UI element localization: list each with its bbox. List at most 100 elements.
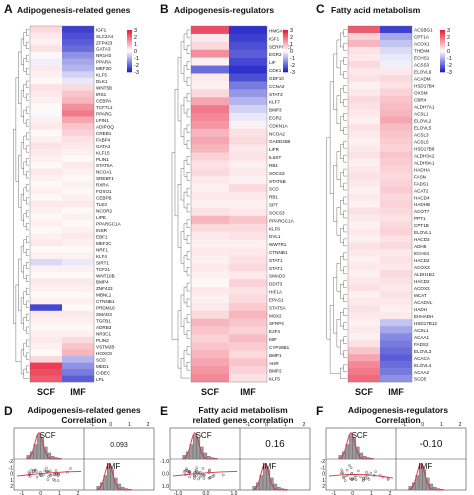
variable-label-scf: SCF xyxy=(40,431,56,440)
gene-label: CTNNB1 xyxy=(269,250,288,255)
heatmap-cell xyxy=(229,215,267,224)
gene-label: FASN xyxy=(414,174,426,179)
heatmap-cell xyxy=(62,129,94,137)
gene-label: AHR xyxy=(269,361,279,366)
legend-swatch xyxy=(283,42,288,45)
gene-label: ELOVL3 xyxy=(414,349,432,354)
scatter-point xyxy=(187,469,191,473)
heatmap-cell xyxy=(62,142,94,150)
gene-label: KLF4 xyxy=(96,254,107,259)
scatter-point xyxy=(197,477,200,481)
dendrogram-branch xyxy=(23,187,27,201)
gene-label: TGFB1 xyxy=(96,319,111,324)
scatter-point xyxy=(350,478,354,482)
heatmap-cell xyxy=(62,310,94,318)
dendrogram-branch xyxy=(183,286,187,304)
dendrogram-branch xyxy=(186,346,190,355)
heatmap-cell xyxy=(191,49,229,58)
heatmap-cell xyxy=(30,375,62,383)
scatter-point xyxy=(202,477,206,480)
legend-swatch xyxy=(127,55,132,57)
heatmap-cell xyxy=(380,88,412,97)
gene-label: WWTR1 xyxy=(269,242,287,247)
heatmap-cell xyxy=(191,176,229,185)
scatter-point xyxy=(45,466,48,470)
heatmap-cell xyxy=(30,362,62,370)
heatmap-cell xyxy=(348,221,380,229)
gene-label: MEF2D xyxy=(96,66,112,71)
heatmap-cell xyxy=(380,375,412,383)
heatmap-cell xyxy=(380,242,412,250)
heatmap-cell xyxy=(30,97,62,104)
imf-histogram-bar xyxy=(103,475,108,491)
heatmap-cell xyxy=(348,130,380,138)
panel-title-d: Adipogenesis-related genes Correlation xyxy=(27,405,141,425)
gene-label: E2F4 xyxy=(269,329,280,334)
dendrogram-branch xyxy=(186,124,190,133)
legend-swatch xyxy=(127,38,132,41)
gene-label: HACD2 xyxy=(414,258,430,263)
dendrogram-branch xyxy=(18,155,22,208)
dendrogram-branch xyxy=(343,364,347,372)
panel-letter-b: B xyxy=(160,2,169,16)
scatter-point xyxy=(212,473,216,477)
scatter-point xyxy=(202,474,205,477)
heatmap-cell xyxy=(348,256,380,264)
scatter-point xyxy=(192,474,196,478)
dendrogram-branch xyxy=(186,267,190,276)
dendrogram-branch xyxy=(183,255,187,272)
heatmap-cell xyxy=(30,174,62,182)
heatmap-cell xyxy=(62,168,94,176)
dendrogram-branch xyxy=(13,129,16,324)
heatmap-cell xyxy=(62,284,94,292)
dendrogram-branch xyxy=(343,294,347,302)
heatmap-cell xyxy=(348,291,380,299)
axis-tick-top: 1 xyxy=(440,422,443,428)
dendrogram-branch xyxy=(183,128,187,145)
legend-swatch xyxy=(283,53,288,56)
panel-title-a: Adipogenesis-related genes xyxy=(17,5,131,15)
legend-tick: -2 xyxy=(134,63,139,69)
gene-label: HSD17B4 xyxy=(414,84,435,89)
dendrogram-branch xyxy=(20,142,24,169)
heatmap-cell xyxy=(191,287,229,296)
heatmap-cell xyxy=(380,221,412,229)
heatmap-border xyxy=(347,25,413,383)
gene-label: ECHS1 xyxy=(414,251,430,256)
heatmap-cell xyxy=(30,226,62,234)
scatter-point xyxy=(203,473,206,477)
scatter-point xyxy=(365,470,368,474)
dendrogram-branch xyxy=(340,312,344,327)
legend-swatch xyxy=(283,46,288,49)
dendrogram-branch xyxy=(23,109,27,124)
heatmap-cell xyxy=(62,161,94,169)
dendrogram-branch xyxy=(26,54,29,62)
legend-swatch xyxy=(283,55,288,57)
gene-label: MCAT xyxy=(414,293,427,298)
dendrogram-branch xyxy=(336,95,341,124)
heatmap-cell xyxy=(348,347,380,355)
heatmap-cell xyxy=(380,340,412,348)
axis-tick-bottom: 1 xyxy=(370,491,373,495)
heatmap-cell xyxy=(229,358,267,367)
scatter-point xyxy=(386,478,390,481)
heatmap-cell xyxy=(380,193,412,201)
heatmap-cell xyxy=(380,95,412,103)
legend-swatch xyxy=(283,63,288,66)
legend-tick: 1 xyxy=(290,42,293,48)
gene-label: SCD xyxy=(96,357,106,362)
heatmap-cell xyxy=(229,350,267,359)
legend-swatch xyxy=(127,48,132,50)
heatmap-cell xyxy=(191,263,229,272)
gene-label: EGR2 xyxy=(269,116,282,121)
heatmap-cell xyxy=(62,51,94,59)
dendrogram-branch xyxy=(343,85,347,93)
heatmap-cell xyxy=(30,123,62,130)
legend-swatch xyxy=(440,45,445,48)
heatmap-cell xyxy=(348,270,380,278)
gene-label: EBF1 xyxy=(96,234,108,239)
gene-label: MSX2 xyxy=(269,313,282,318)
legend-swatch xyxy=(127,63,132,66)
legend-swatch xyxy=(283,35,288,38)
heatmap-cell xyxy=(62,304,94,311)
